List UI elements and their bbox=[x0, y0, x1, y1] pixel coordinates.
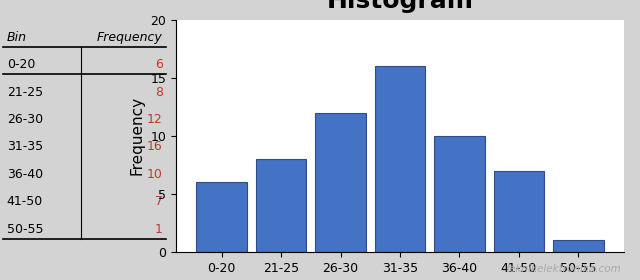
Text: 0-20: 0-20 bbox=[7, 58, 35, 71]
Text: 41-50: 41-50 bbox=[7, 195, 43, 208]
Y-axis label: Frequency: Frequency bbox=[130, 96, 145, 175]
Text: 21-25: 21-25 bbox=[7, 86, 43, 99]
Text: 1: 1 bbox=[155, 223, 163, 235]
Bar bbox=[375, 66, 425, 252]
Text: 50-55: 50-55 bbox=[7, 223, 44, 235]
Bar bbox=[493, 171, 544, 252]
Text: 16: 16 bbox=[147, 140, 163, 153]
Text: 36-40: 36-40 bbox=[7, 168, 43, 181]
Text: 31-35: 31-35 bbox=[7, 140, 43, 153]
Text: 6: 6 bbox=[155, 58, 163, 71]
Bar bbox=[553, 240, 604, 252]
Bar bbox=[196, 182, 247, 252]
Bar bbox=[434, 136, 484, 252]
Text: 8: 8 bbox=[155, 86, 163, 99]
Text: 26-30: 26-30 bbox=[7, 113, 43, 126]
Text: Frequency: Frequency bbox=[97, 31, 163, 44]
Text: 10: 10 bbox=[147, 168, 163, 181]
Text: 7: 7 bbox=[155, 195, 163, 208]
Text: teknikelektronika.com: teknikelektronika.com bbox=[505, 264, 621, 274]
Bar bbox=[256, 159, 307, 252]
Title: Histogram: Histogram bbox=[326, 0, 474, 13]
Bar bbox=[316, 113, 366, 252]
Text: Bin: Bin bbox=[7, 31, 27, 44]
Text: 12: 12 bbox=[147, 113, 163, 126]
